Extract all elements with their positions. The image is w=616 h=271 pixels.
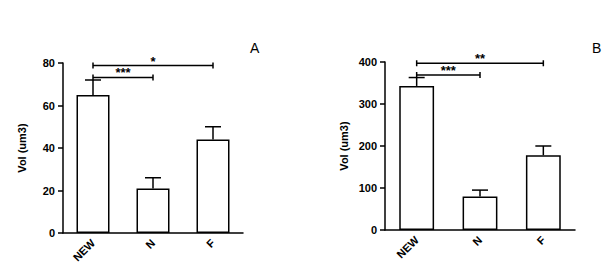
svg-text:F: F (534, 234, 547, 247)
svg-text:20: 20 (43, 185, 55, 197)
svg-text:0: 0 (49, 227, 55, 239)
svg-text:200: 200 (359, 140, 377, 152)
svg-text:***: *** (441, 63, 457, 78)
svg-text:N: N (143, 237, 157, 251)
svg-text:***: *** (115, 65, 131, 80)
svg-text:A: A (250, 40, 260, 56)
svg-text:*: * (150, 54, 156, 69)
svg-text:NEW: NEW (71, 236, 98, 263)
svg-text:F: F (204, 237, 217, 250)
svg-text:60: 60 (43, 100, 55, 112)
svg-text:80: 80 (43, 57, 55, 69)
svg-text:100: 100 (359, 182, 377, 194)
svg-text:B: B (592, 40, 601, 56)
svg-text:40: 40 (43, 142, 55, 154)
svg-text:NEW: NEW (394, 233, 421, 260)
svg-text:N: N (470, 234, 484, 248)
svg-text:400: 400 (359, 56, 377, 68)
svg-text:Vol (um3): Vol (um3) (338, 121, 350, 171)
svg-text:Vol (um3): Vol (um3) (16, 123, 28, 173)
svg-text:300: 300 (359, 98, 377, 110)
svg-text:**: ** (475, 51, 486, 66)
svg-text:0: 0 (371, 224, 377, 236)
